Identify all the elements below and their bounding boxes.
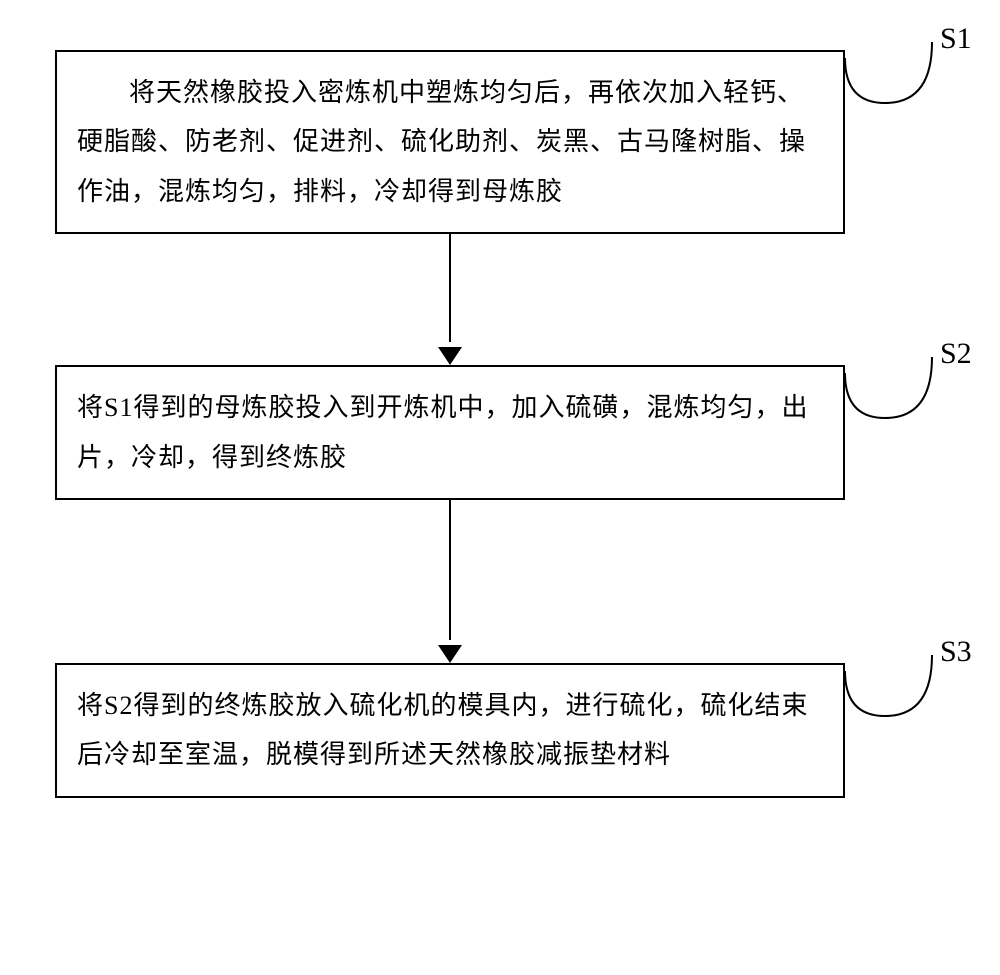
arrow-head-icon: [438, 347, 462, 365]
step-box-s3: 将S2得到的终炼胶放入硫化机的模具内，进行硫化，硫化结束后冷却至室温，脱模得到所…: [55, 663, 845, 798]
step-label-s3: S3: [940, 635, 972, 669]
step-label-s2: S2: [940, 337, 972, 371]
arrow-line: [449, 234, 451, 342]
step-text-s2: 将S1得到的母炼胶投入到开炼机中，加入硫磺，混炼均匀，出片，冷却，得到终炼胶: [77, 383, 823, 482]
arrow-s1-s2: [55, 234, 845, 365]
arrow-head-icon: [438, 645, 462, 663]
step-box-s2: 将S1得到的母炼胶投入到开炼机中，加入硫磺，混炼均匀，出片，冷却，得到终炼胶: [55, 365, 845, 500]
step-text-s1: 将天然橡胶投入密炼机中塑炼均匀后，再依次加入轻钙、硬脂酸、防老剂、促进剂、硫化助…: [77, 68, 823, 216]
step-text-s3: 将S2得到的终炼胶放入硫化机的模具内，进行硫化，硫化结束后冷却至室温，脱模得到所…: [77, 681, 823, 780]
arrow-s2-s3: [55, 500, 845, 663]
step-label-s1: S1: [940, 22, 972, 56]
flowchart-container: 将天然橡胶投入密炼机中塑炼均匀后，再依次加入轻钙、硬脂酸、防老剂、促进剂、硫化助…: [55, 50, 945, 798]
arrow-line: [449, 500, 451, 640]
step-box-s1: 将天然橡胶投入密炼机中塑炼均匀后，再依次加入轻钙、硬脂酸、防老剂、促进剂、硫化助…: [55, 50, 845, 234]
